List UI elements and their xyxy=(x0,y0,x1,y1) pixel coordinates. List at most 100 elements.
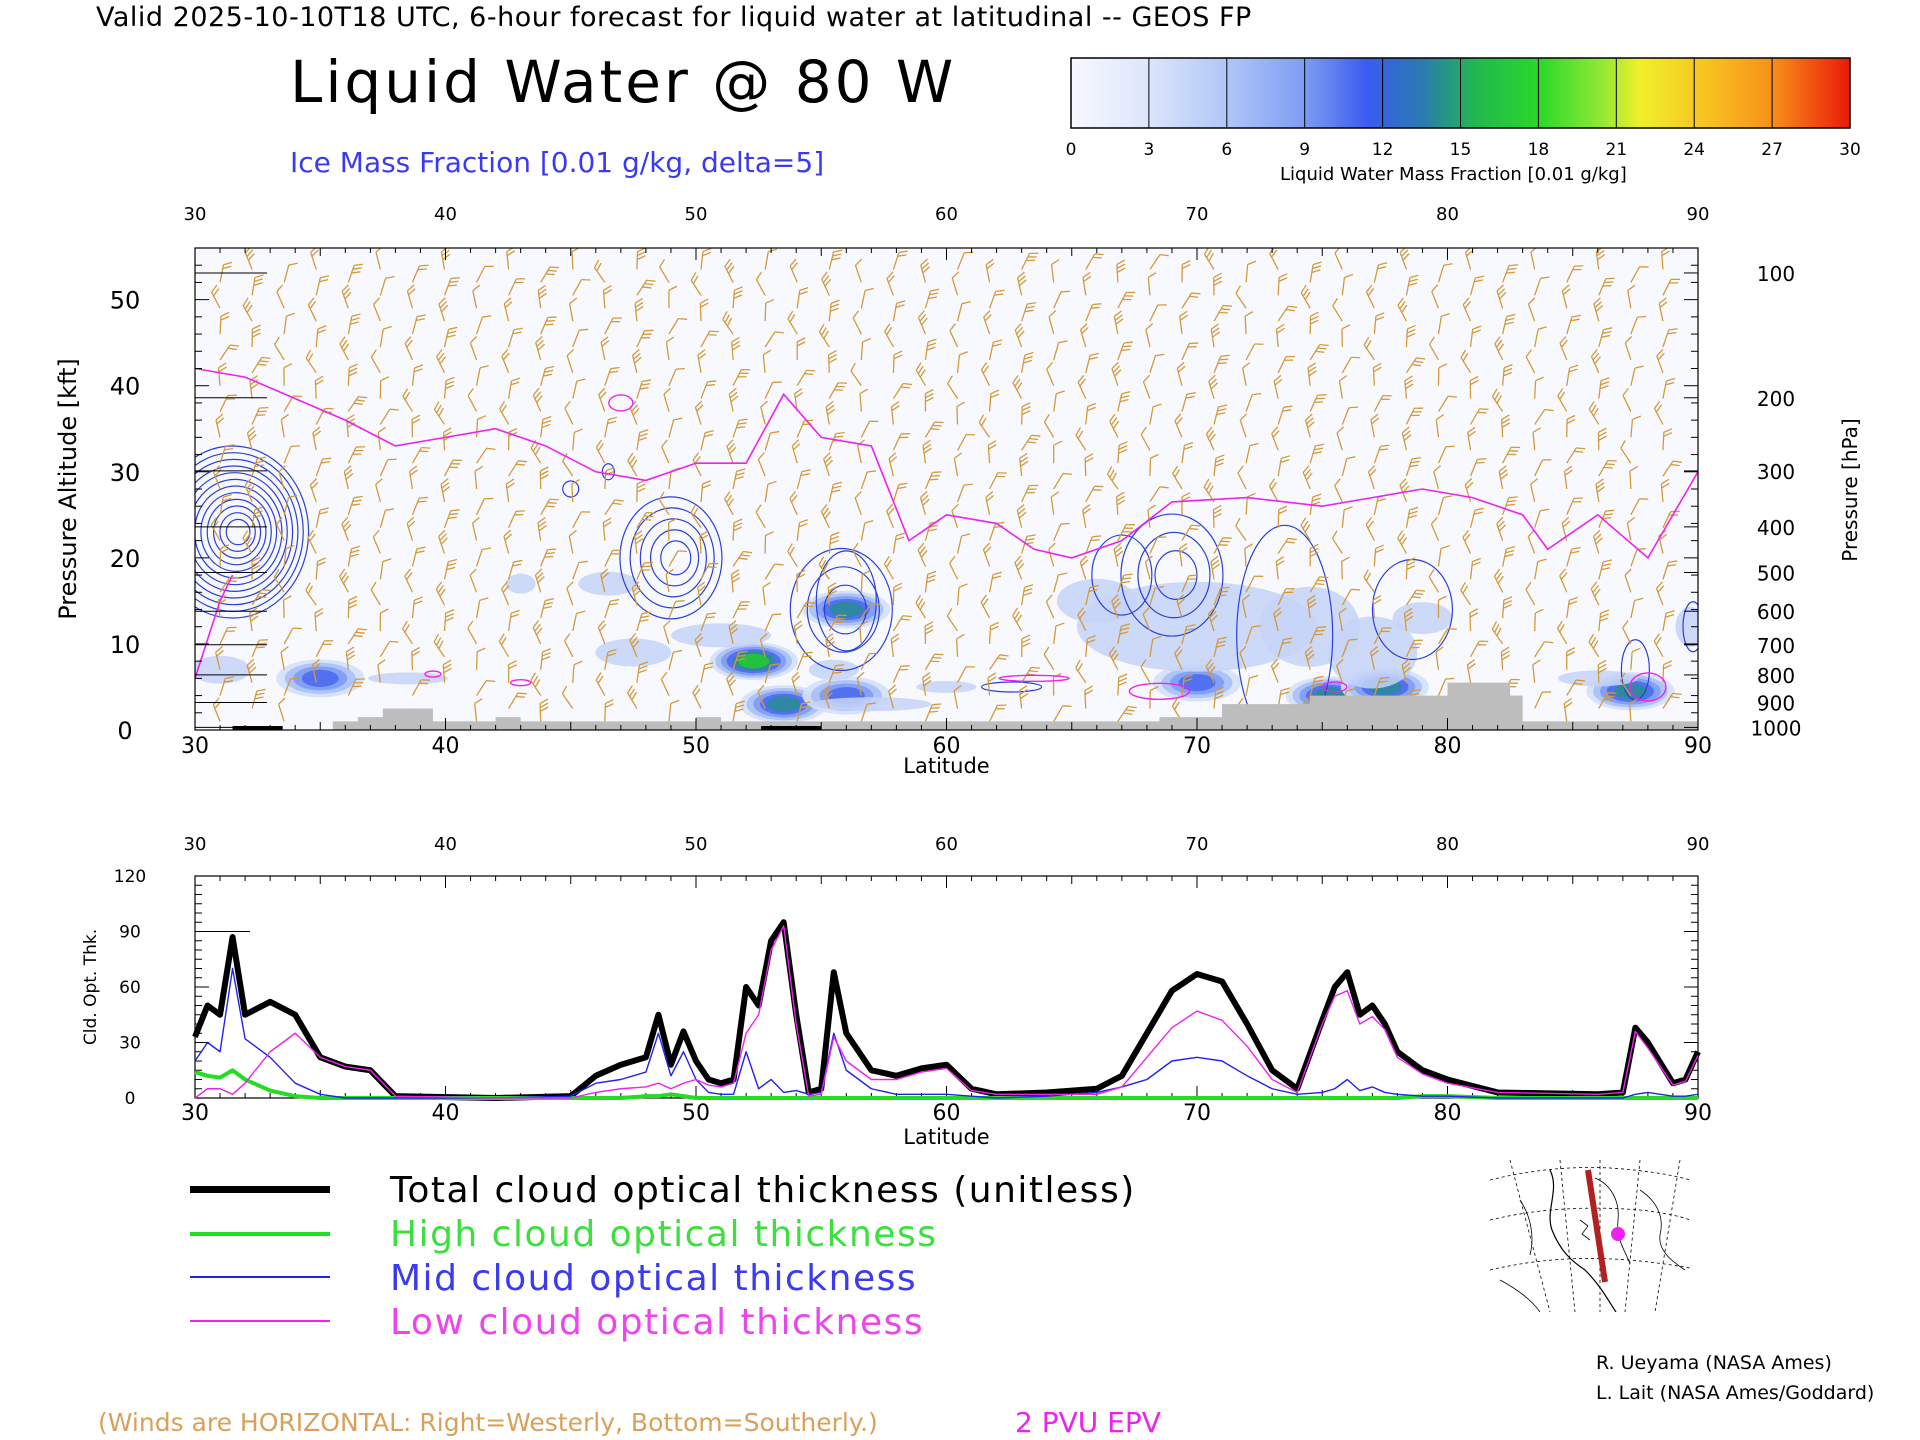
wind-barb xyxy=(1178,543,1188,567)
wind-barb xyxy=(791,439,801,464)
wind-barb xyxy=(856,439,865,464)
wind-barb xyxy=(1332,297,1343,322)
wind-barb xyxy=(1084,453,1094,477)
wind-barb xyxy=(604,499,624,516)
wind-barb xyxy=(1498,465,1509,490)
wind-barb xyxy=(636,279,656,296)
wind-barb xyxy=(540,648,552,670)
main-title: Liquid Water @ 80 W xyxy=(290,48,957,116)
ice-contour xyxy=(815,550,877,652)
wind-barb xyxy=(1437,445,1455,464)
wind-barb xyxy=(978,414,991,438)
wind-barb xyxy=(1077,607,1087,632)
wind-barb xyxy=(1405,506,1419,528)
wind-barb xyxy=(1373,262,1388,283)
wind-barb xyxy=(1491,621,1504,645)
wind-barb xyxy=(732,369,751,387)
wind-barb xyxy=(215,413,225,438)
ice-contour xyxy=(629,507,715,609)
wind-barb xyxy=(1437,363,1448,386)
wind-barb xyxy=(920,258,930,283)
wind-barb xyxy=(1019,452,1029,477)
wind-barb xyxy=(828,614,847,632)
wind-barb xyxy=(1566,265,1584,283)
wind-barb xyxy=(1435,646,1444,670)
wind-barb xyxy=(988,289,1005,309)
wind-barb xyxy=(700,662,714,683)
wind-barb xyxy=(251,356,271,374)
wind-barb xyxy=(379,608,389,632)
wind-barb xyxy=(1462,529,1472,554)
wind-barb xyxy=(1566,314,1581,335)
wind-barb xyxy=(411,596,423,619)
wind-barb xyxy=(572,610,586,632)
wind-barb xyxy=(692,452,702,477)
wind-barb xyxy=(883,555,894,580)
wind-barb xyxy=(1598,377,1610,399)
wind-barb xyxy=(1401,658,1412,683)
wind-barb xyxy=(433,633,446,658)
wind-barb xyxy=(700,480,712,502)
y-tick-label: 40 xyxy=(110,373,141,401)
wind-barb xyxy=(791,671,801,696)
wind-barb xyxy=(1622,387,1632,412)
wind-barb xyxy=(1501,496,1518,516)
wind-barb xyxy=(690,504,702,529)
ice-contour xyxy=(981,681,1043,693)
x-tick-label-top: 60 xyxy=(935,834,958,855)
wind-barb xyxy=(860,420,879,438)
wind-barb xyxy=(475,647,486,670)
wind-barb xyxy=(1341,356,1361,374)
wind-barb xyxy=(1590,349,1601,374)
wind-barb xyxy=(1309,675,1324,696)
ice-contour xyxy=(206,498,267,566)
wind-barb xyxy=(283,262,298,283)
wind-barb xyxy=(892,433,910,451)
wind-barb xyxy=(860,519,874,541)
wind-barb xyxy=(411,414,421,438)
pvu-2-contour xyxy=(509,678,532,687)
wind-barb xyxy=(347,446,366,464)
wind-barb xyxy=(1469,608,1479,632)
ice-contour xyxy=(1091,534,1153,616)
wind-barb xyxy=(1053,390,1065,412)
wind-barb xyxy=(728,387,739,412)
wind-barb xyxy=(823,452,834,477)
wind-barb xyxy=(852,542,862,567)
valid-time-title: Valid 2025-10-10T18 UTC, 6-hour forecast… xyxy=(96,2,1252,33)
wind-barb xyxy=(924,703,942,722)
wind-barb xyxy=(924,621,934,644)
pvu-2-contour xyxy=(1629,672,1667,702)
x-tick-label: 30 xyxy=(181,734,209,759)
wind-barb xyxy=(1053,705,1072,722)
wind-barb xyxy=(566,581,574,606)
wind-barb xyxy=(283,627,302,645)
wind-barb xyxy=(985,258,995,283)
wind-barb xyxy=(732,650,748,670)
wind-barb xyxy=(443,376,455,399)
wind-barb xyxy=(277,697,286,722)
wind-barb xyxy=(1111,594,1122,619)
wind-barb xyxy=(475,497,494,516)
wind-barb xyxy=(1043,414,1055,438)
liquid-water-patch xyxy=(1557,670,1638,687)
wind-barb xyxy=(764,381,782,399)
wind-barb xyxy=(1208,374,1219,399)
wind-barb xyxy=(1592,529,1603,554)
wind-barb xyxy=(1117,441,1128,464)
wind-barb xyxy=(924,570,937,593)
wind-barb xyxy=(818,556,830,580)
wind-barb xyxy=(379,376,390,399)
wind-barb xyxy=(636,511,656,529)
wind-barb xyxy=(537,517,547,541)
ice-fraction-subtitle: Ice Mass Fraction [0.01 g/kg, delta=5] xyxy=(290,146,825,179)
wind-barb xyxy=(1598,692,1617,709)
wind-barb xyxy=(1018,685,1029,709)
wind-barb xyxy=(248,607,259,632)
wind-barb xyxy=(955,633,965,657)
pressure-tick-label: 600 xyxy=(1757,600,1795,624)
y-tick-label: 20 xyxy=(110,545,141,573)
liquid-water-blob xyxy=(1178,674,1216,692)
wind-barb xyxy=(1016,503,1027,528)
wind-barb xyxy=(1466,659,1476,683)
